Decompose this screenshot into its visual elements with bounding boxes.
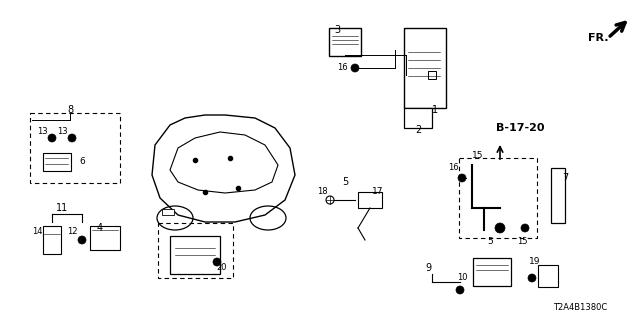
Text: 20: 20 — [217, 263, 227, 273]
Circle shape — [521, 224, 529, 232]
Text: 13: 13 — [36, 127, 47, 137]
Circle shape — [456, 286, 464, 294]
Text: 14: 14 — [32, 228, 42, 236]
Text: 6: 6 — [79, 157, 85, 166]
Text: 10: 10 — [457, 274, 467, 283]
Text: 9: 9 — [425, 263, 431, 273]
Text: B-17-20: B-17-20 — [496, 123, 544, 133]
Circle shape — [78, 236, 86, 244]
Text: 15: 15 — [516, 237, 527, 246]
Bar — [329, 28, 361, 56]
Bar — [473, 258, 511, 286]
Text: 3: 3 — [334, 25, 340, 35]
Text: FR.: FR. — [588, 33, 608, 43]
Bar — [538, 265, 558, 287]
Text: 12: 12 — [67, 228, 77, 236]
Bar — [90, 226, 120, 250]
Bar — [358, 192, 382, 208]
Text: 5: 5 — [342, 177, 348, 187]
Text: 8: 8 — [67, 105, 73, 115]
Bar — [404, 108, 432, 128]
Circle shape — [351, 64, 359, 72]
Text: 4: 4 — [97, 223, 103, 233]
Text: 7: 7 — [562, 173, 568, 183]
Text: 1: 1 — [432, 105, 438, 115]
Circle shape — [68, 134, 76, 142]
Circle shape — [48, 134, 56, 142]
Text: T2A4B1380C: T2A4B1380C — [553, 303, 607, 313]
Text: 17: 17 — [372, 188, 384, 196]
Bar — [162, 209, 174, 215]
Text: 19: 19 — [529, 258, 541, 267]
Bar — [551, 167, 565, 222]
Bar — [43, 226, 61, 254]
Circle shape — [528, 274, 536, 282]
Bar — [459, 158, 537, 238]
Bar — [157, 222, 232, 277]
Text: 16: 16 — [448, 164, 458, 172]
Text: 18: 18 — [317, 188, 327, 196]
Bar — [30, 113, 120, 183]
Bar — [404, 28, 446, 108]
Circle shape — [213, 258, 221, 266]
Circle shape — [495, 223, 505, 233]
Text: 11: 11 — [56, 203, 68, 213]
Text: 5: 5 — [487, 237, 493, 246]
Bar — [170, 236, 220, 274]
Text: 13: 13 — [57, 127, 67, 137]
Bar — [428, 71, 436, 79]
Circle shape — [458, 174, 466, 182]
Text: 15: 15 — [472, 150, 484, 159]
Text: 16: 16 — [337, 63, 348, 73]
Text: 2: 2 — [415, 125, 421, 135]
Bar — [43, 153, 71, 171]
